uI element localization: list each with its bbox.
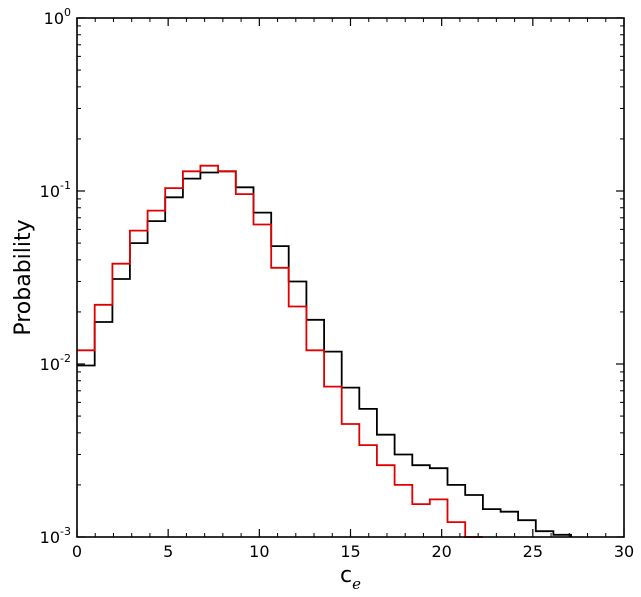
y-tick-label-3: 100	[44, 6, 71, 28]
x-tick-label-3: 15	[340, 542, 360, 561]
labels-layer: 0 5 10 15 20 25 30 10-3 10-2 10-1 100	[40, 6, 635, 561]
x-tick-label-2: 10	[249, 542, 269, 561]
x-tick-label-5: 25	[523, 542, 543, 561]
x-axis-label-subscript: e	[352, 575, 361, 593]
y-tick-label-0: 10-3	[40, 525, 71, 547]
x-tick-label-0: 0	[72, 542, 82, 561]
y-tick-label-1: 10-2	[40, 352, 71, 374]
x-tick-label-6: 30	[614, 542, 634, 561]
x-tick-label-4: 20	[431, 542, 451, 561]
x-axis-label: ce	[340, 563, 361, 593]
x-axis-label-main: c	[340, 563, 352, 588]
x-tick-label-1: 5	[163, 542, 173, 561]
series-1-line	[77, 164, 483, 538]
y-axis-label: Probability	[11, 219, 36, 335]
y-tick-label-2: 10-1	[40, 179, 71, 201]
series-layer	[77, 164, 572, 538]
ticks-layer	[76, 17, 625, 538]
plot-frame	[76, 17, 625, 538]
